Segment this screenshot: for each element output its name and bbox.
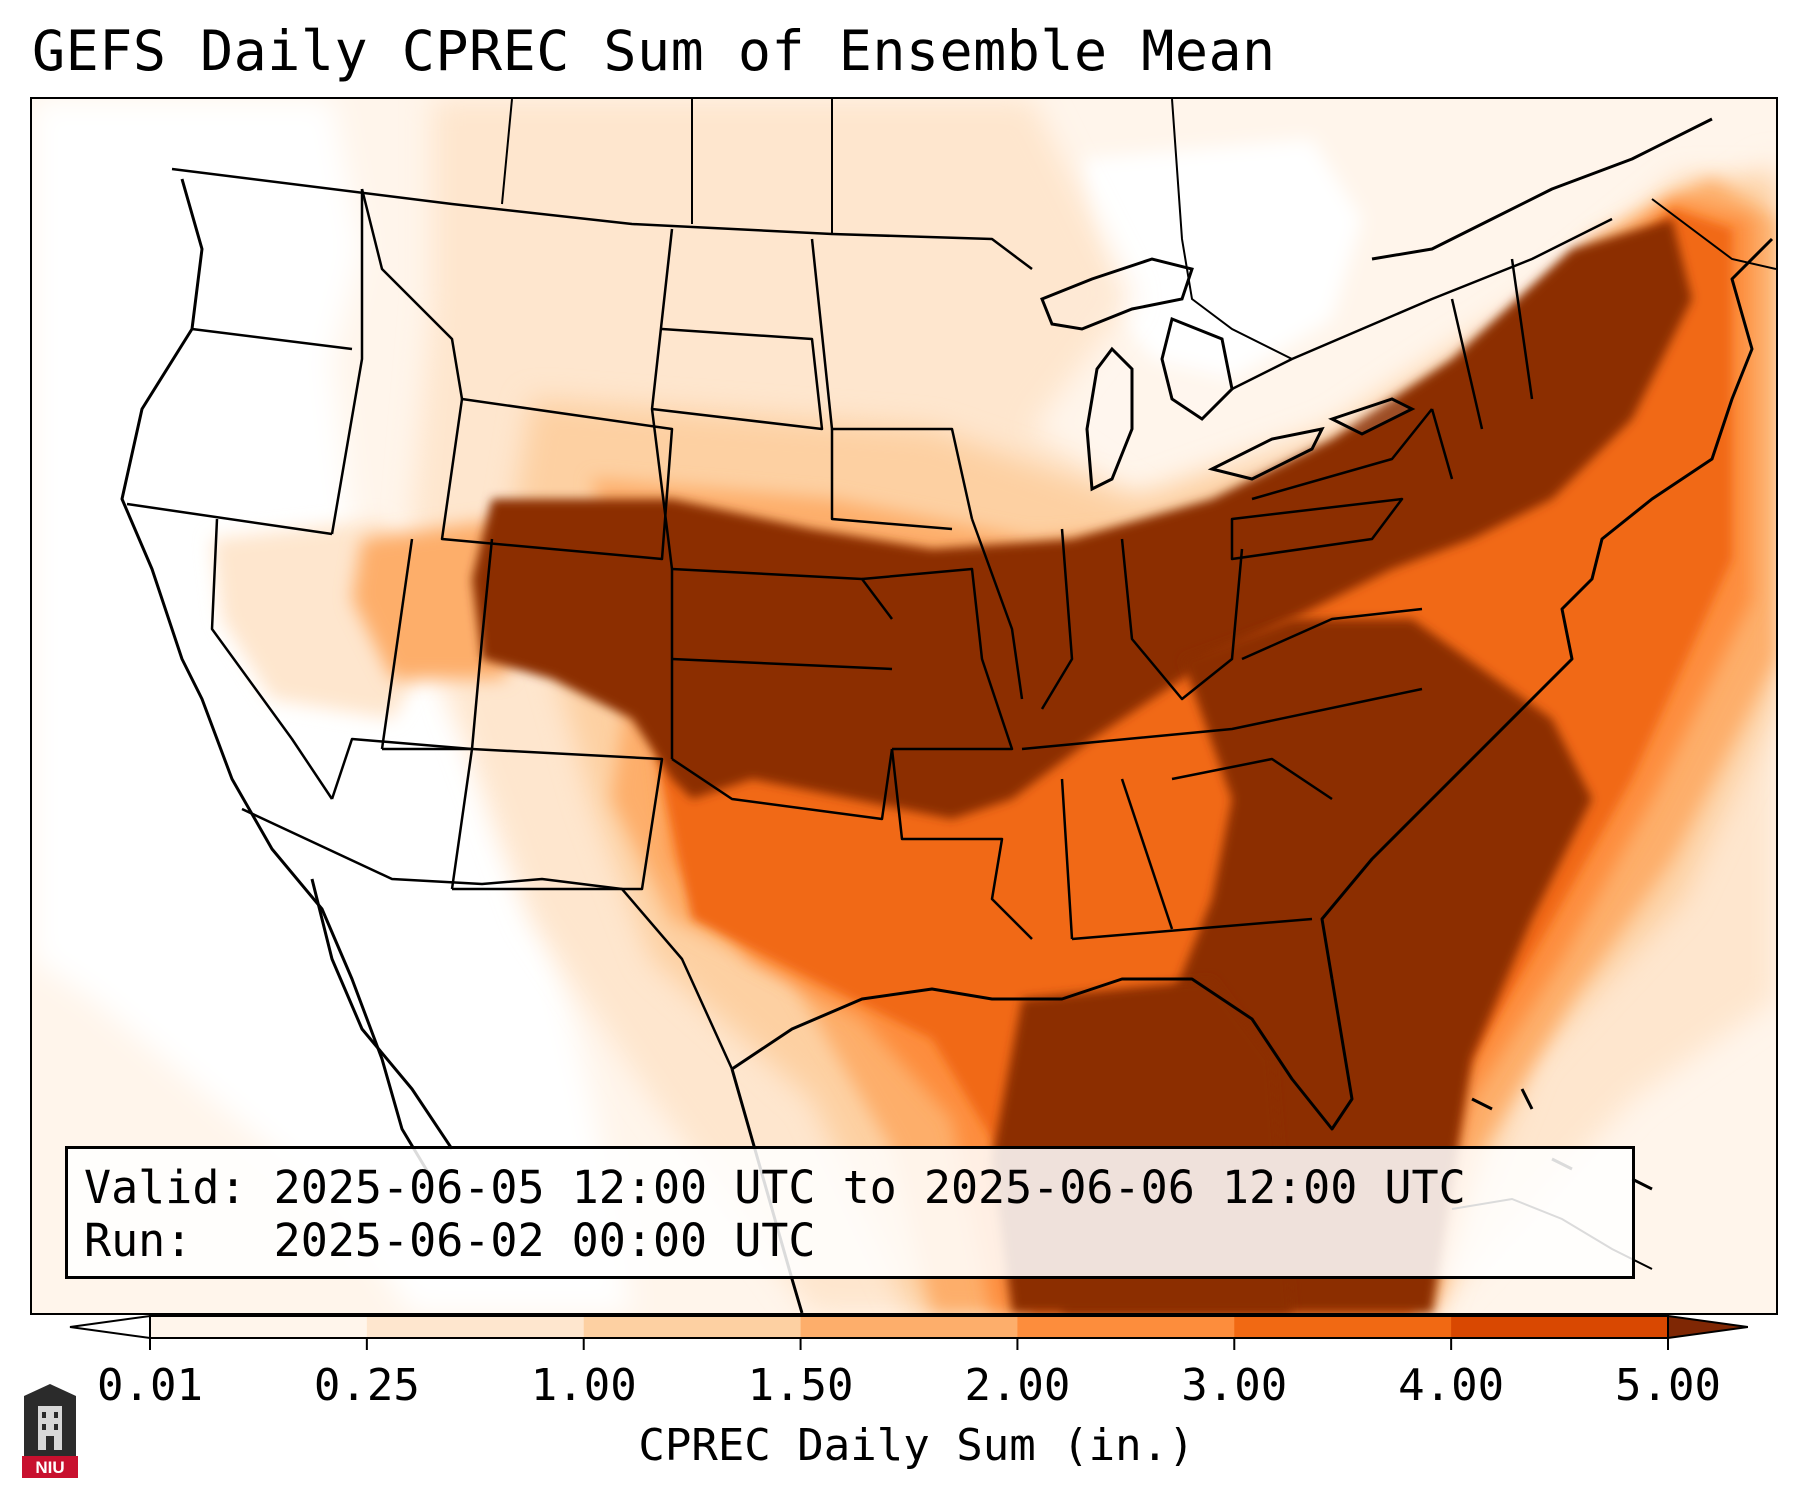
colorbar-segment [1451,1316,1669,1338]
wa-or-border [191,327,353,351]
great-lakes [1040,257,1416,492]
colorbar-segments [69,1314,1748,1340]
nd-sd-ne-ks-col [650,228,674,759]
logo-text: NIU [35,1458,64,1477]
wy-border [440,397,674,561]
colorbar-tick-label: 1.00 [530,1360,637,1411]
colorbar-segment [366,1316,585,1338]
colorbar-segment [150,1316,368,1338]
pa-border [1230,497,1404,561]
mo-border [861,567,1014,751]
coastlines [120,117,1774,1313]
id-west-border [330,189,364,535]
east-coast [1320,237,1774,980]
ia-border [830,429,953,531]
colorbar-tick-label: 4.00 [1398,1360,1505,1411]
ut-co-border [382,538,494,751]
il-border [970,518,1024,700]
mt-border [360,188,464,400]
colorbar-tick-label: 0.25 [313,1360,420,1411]
colorbar-segment [1234,1316,1452,1338]
al-ga-border [1120,778,1174,930]
dry-northeast-canada [1082,139,1362,379]
ar-la-border [890,748,1033,940]
colorbar-label: CPREC Daily Sum (in.) [638,1420,1195,1471]
oh-border [1120,538,1244,701]
colorbar-tick-label: 2.00 [964,1360,1071,1411]
bahamas-4 [1631,1177,1653,1191]
state-borders [126,167,1613,1070]
st-lawrence [1371,117,1713,261]
lake-superior [1040,257,1194,331]
ky-tn-border [1021,687,1423,751]
dakotas-border [651,327,824,431]
map-title: GEFS Daily CPREC Sum of Ensemble Mean [32,19,1276,83]
us-canada-border [171,167,1033,270]
precip-500-plains [472,219,1692,819]
ga-fl-border [1071,917,1313,941]
colorbar-tick-label: 5.00 [1615,1360,1721,1411]
ms-al-border [1060,778,1074,940]
in-border [1040,528,1074,710]
bahamas-2 [1520,1088,1534,1110]
gulf-coast [731,977,1354,1131]
nv-ut-border [380,538,414,750]
lake-erie [1207,426,1325,481]
us-mexico-border [241,807,734,1070]
ok-tx-border [671,748,894,821]
ny-border [1251,408,1433,501]
colorbar-outline [149,1315,1669,1339]
lake-ontario [1328,397,1416,436]
validity-info-box: Valid: 2025-06-05 12:00 UTC to 2025-06-0… [65,1146,1635,1279]
sc-nc-border [1171,757,1333,801]
colorbar-over-extension [1667,1314,1748,1340]
colorbar-segment [800,1316,1018,1338]
ks-ok-border [671,657,893,671]
map-panel [30,97,1778,1315]
lake-huron [1160,316,1234,421]
colorbar-tick-label: 0.01 [97,1360,203,1411]
logo-banner [22,1456,78,1478]
colorbar-tick-label: 1.50 [747,1360,854,1411]
or-ca-border [126,502,333,536]
nm-border [452,747,664,891]
colorbar-segment [583,1316,802,1338]
baja-coast [310,878,454,1150]
colorbar [69,1314,1748,1350]
colorbar-tick-label: 3.00 [1181,1360,1288,1411]
west-coast [120,178,434,1180]
az-border [330,737,474,890]
mn-border [810,238,974,520]
va-border [1241,607,1423,661]
colorbar-ticks [149,1338,1669,1350]
ontario-quebec-line [1171,99,1293,360]
maritime-line [1651,198,1776,270]
run-time-text: Run: 2025-06-02 00:00 UTC [84,1214,816,1267]
colorbar-under-extension [69,1314,151,1340]
nv-ca-border [210,518,334,800]
valid-time-text: Valid: 2025-06-05 12:00 UTC to 2025-06-0… [84,1161,1466,1214]
precipitation-map [32,99,1776,1313]
bahamas-1 [1471,1097,1493,1111]
lake-michigan [1085,346,1134,492]
precip-field [32,99,1776,1313]
niu-logo: NIU [22,1384,78,1478]
canada-province-line-1 [501,99,513,205]
colorbar-segment [1017,1316,1235,1338]
us-canada-border-east [1231,217,1613,391]
ne-states [1430,258,1534,480]
